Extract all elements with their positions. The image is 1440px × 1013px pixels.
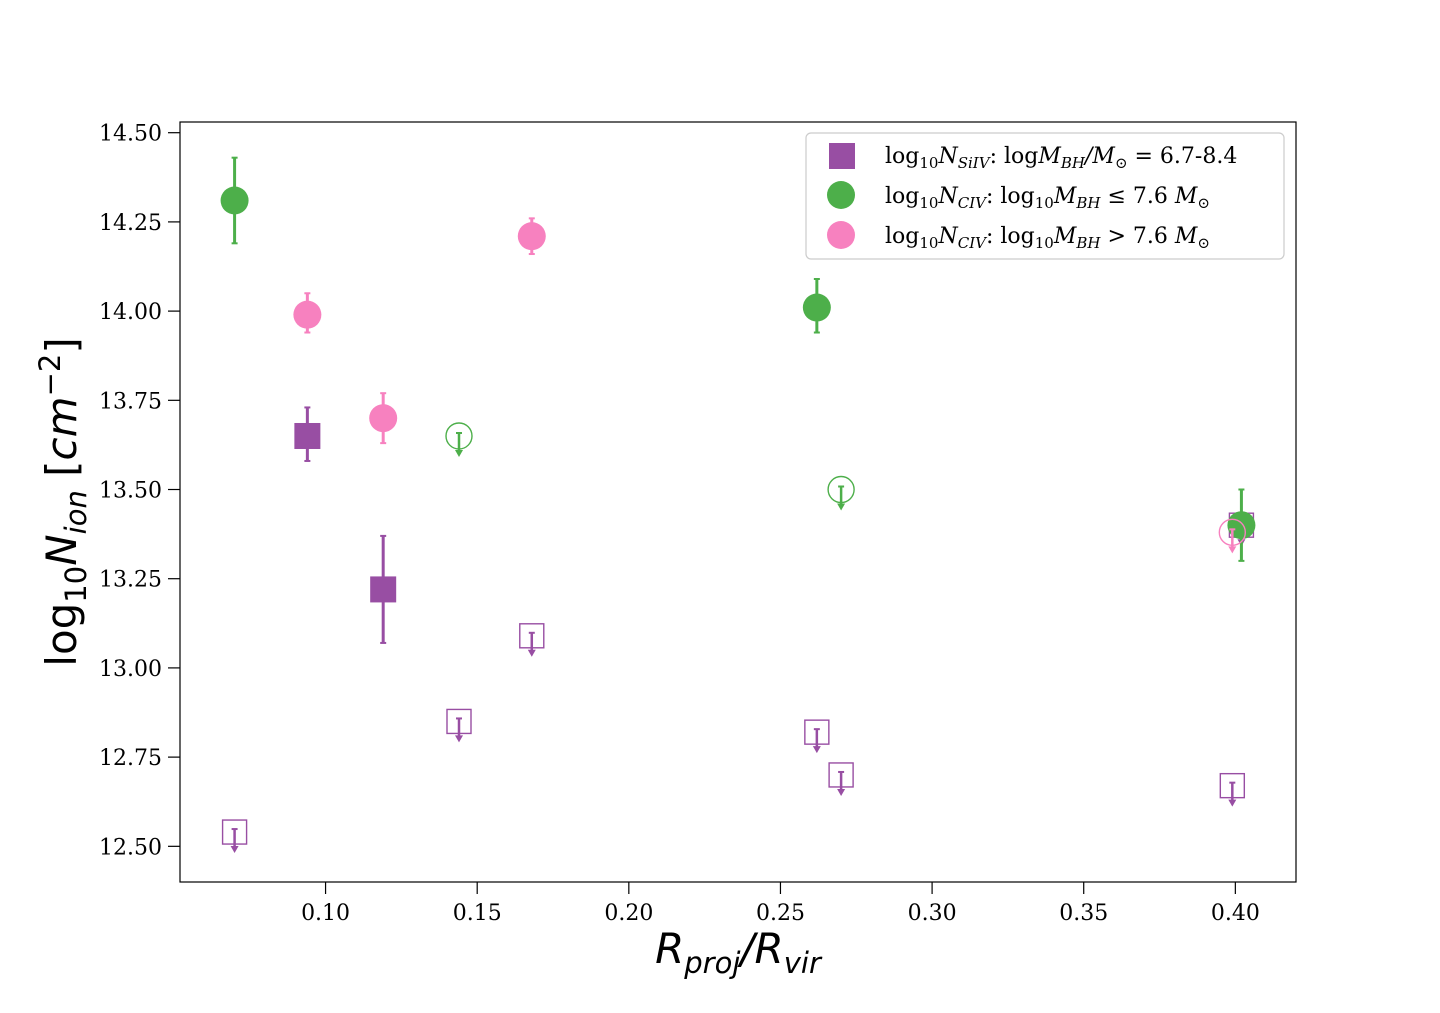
upper-limit-arrow-head: [455, 735, 463, 743]
x-tick-label-5: 0.35: [1059, 901, 1108, 926]
legend-marker-civ-high: [827, 221, 855, 249]
x-tick-label-3: 0.25: [756, 901, 805, 926]
x-tick-label-1: 0.15: [453, 901, 502, 926]
upper-limit-arrow-head: [812, 746, 821, 754]
data-point-civ_high-2: [517, 217, 546, 256]
data-marker: [370, 576, 397, 603]
upper-limit-civ_high-0: [1218, 518, 1247, 554]
upper-limit-arrow-head: [230, 846, 239, 854]
upper-limit-arrow-head: [837, 503, 846, 511]
upper-limit-arrow-head: [1228, 799, 1237, 807]
data-marker: [220, 186, 249, 215]
x-tick-label-2: 0.20: [604, 901, 653, 926]
data-point-civ_low-1: [802, 277, 831, 334]
upper-limit-arrow-head: [455, 449, 463, 457]
upper-limit-civ_low-0: [445, 422, 473, 457]
legend-box: [805, 132, 1285, 260]
upper-limit-siiv-3: [804, 719, 830, 754]
upper-limit-siiv-4: [828, 762, 854, 796]
marks-layer: [220, 156, 1256, 854]
y-tick-label-7: 14.25: [99, 211, 162, 236]
legend-marker-civ-low: [827, 181, 855, 209]
series-siiv: [221, 406, 1255, 854]
legend-label-civ-low: log10NCIV: log10MBH ≤ 7.6 M⊙: [885, 184, 1210, 212]
plot-frame: [179, 121, 1297, 883]
data-point-civ_low-2: [1227, 488, 1256, 562]
y-tick-label-3: 13.25: [99, 568, 162, 593]
y-tick-label-8: 14.50: [99, 122, 162, 147]
data-marker: [517, 222, 546, 251]
legend: log10NSiIV: logMBH/M⊙ = 6.7-8.4 log10NCI…: [805, 132, 1285, 260]
y-tick-label-6: 14.00: [99, 300, 162, 325]
data-point-civ_low-0: [220, 156, 249, 245]
data-point-siiv-1: [370, 534, 397, 644]
y-axis-title: log10Nion [cm−2]: [33, 337, 93, 666]
data-marker: [294, 422, 321, 449]
upper-limit-arrow-head: [527, 649, 536, 657]
x-tick-label-0: 0.10: [301, 901, 350, 926]
x-tick-label-4: 0.30: [908, 901, 957, 926]
data-marker: [293, 300, 322, 329]
upper-limit-arrow-head: [837, 788, 846, 796]
upper-limit-siiv-1: [446, 708, 472, 743]
axes-layer: 0.10 0.15 0.20 0.25 0.30 0.35 0.40 12.50 12.75 13…: [99, 121, 1297, 926]
y-tick-label-0: 12.50: [99, 835, 162, 860]
legend-label-siiv: log10NSiIV: logMBH/M⊙ = 6.7-8.4: [885, 144, 1237, 172]
upper-limit-siiv-5: [1219, 772, 1246, 807]
data-point-siiv-0: [294, 406, 321, 462]
y-tick-label-1: 12.75: [99, 746, 162, 771]
y-tick-label-5: 13.75: [99, 389, 162, 414]
x-tick-label-6: 0.40: [1211, 901, 1260, 926]
data-marker: [802, 293, 831, 322]
upper-limit-civ_low-1: [827, 475, 855, 511]
data-point-civ_high-1: [369, 392, 398, 445]
x-axis-title: Rproj/Rvir: [655, 924, 823, 980]
series-civ_low: [220, 156, 1256, 562]
data-point-civ_high-0: [293, 292, 322, 334]
series-civ_high: [293, 217, 1247, 554]
data-marker: [369, 404, 398, 433]
data-marker: [1227, 511, 1256, 540]
upper-limit-siiv-2: [519, 623, 545, 657]
y-tick-label-2: 13.00: [99, 657, 162, 682]
upper-limit-arrow-head: [1228, 546, 1237, 554]
upper-limit-siiv-0: [221, 819, 248, 854]
y-tick-label-4: 13.50: [99, 479, 162, 504]
legend-marker-siiv: [829, 143, 855, 169]
